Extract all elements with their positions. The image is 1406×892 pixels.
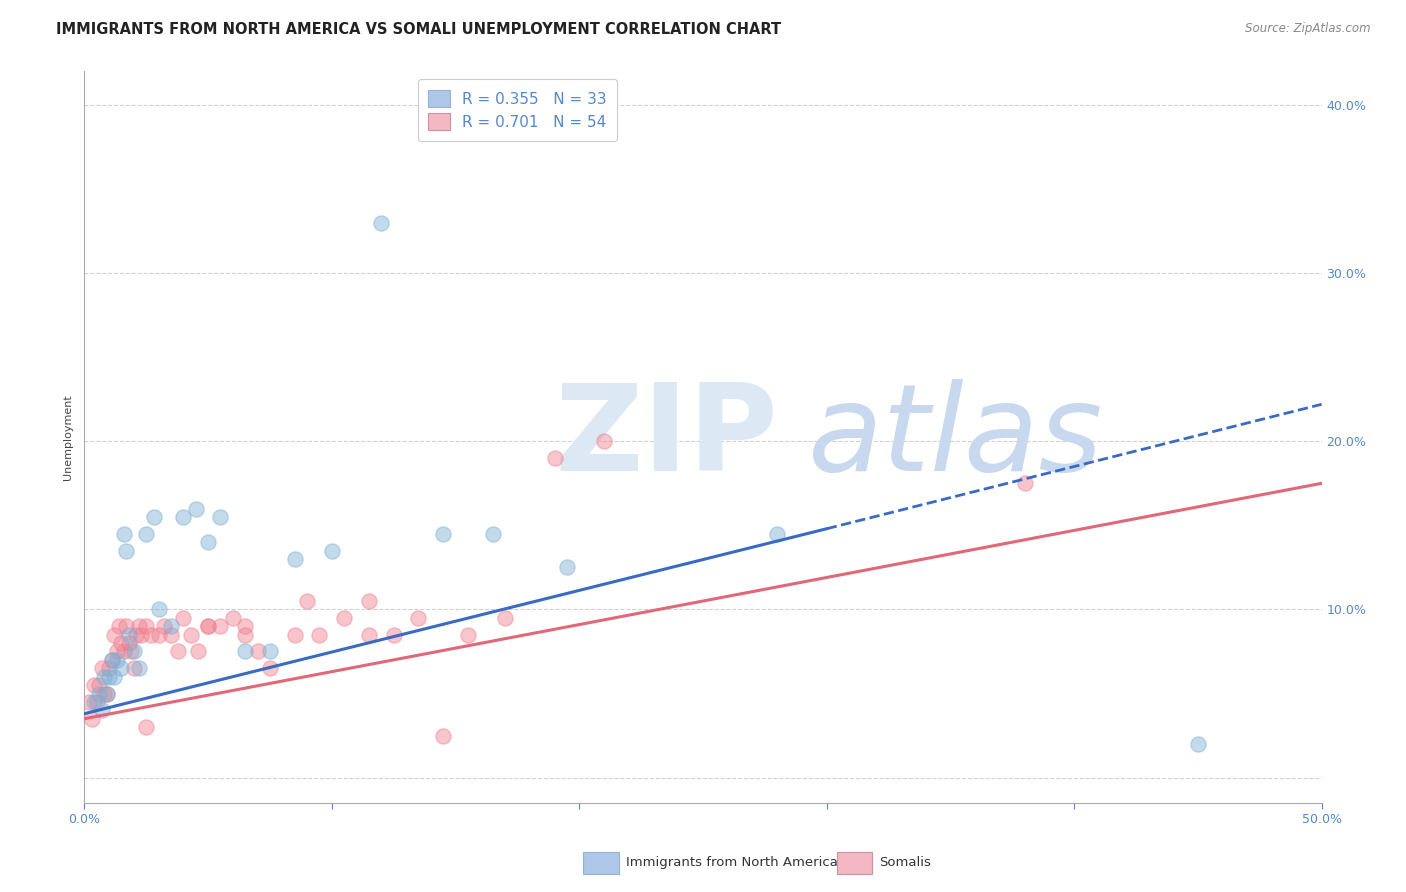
Point (295, 594, 318, 608)
Point (284, 552, 307, 566)
Text: Immigrants from North America: Immigrants from North America (626, 856, 838, 869)
Point (103, 670, 125, 684)
Point (110, 661, 132, 675)
Point (93, 670, 115, 684)
Point (103, 627, 125, 641)
Point (233, 644, 256, 658)
Point (457, 627, 479, 641)
Point (89, 686, 111, 700)
Point (209, 510, 232, 524)
Point (135, 619, 157, 633)
Point (432, 526, 454, 541)
Point (122, 644, 145, 658)
Point (1187, 737, 1209, 751)
Point (100, 653, 122, 667)
Text: atlas: atlas (808, 378, 1104, 496)
Point (90, 703, 112, 717)
Point (357, 627, 380, 641)
Point (209, 619, 232, 633)
Point (128, 661, 150, 675)
Point (308, 627, 330, 641)
Point (494, 611, 516, 625)
Point (110, 636, 132, 650)
Point (172, 510, 194, 524)
Point (197, 535, 219, 549)
Point (83, 678, 105, 692)
Point (543, 451, 565, 466)
Point (125, 627, 148, 641)
Point (115, 543, 138, 558)
Point (118, 627, 141, 641)
Point (172, 611, 194, 625)
Point (180, 627, 202, 641)
Point (246, 644, 269, 658)
Point (167, 644, 190, 658)
Point (197, 619, 219, 633)
Point (96, 686, 118, 700)
Point (120, 644, 142, 658)
Point (1014, 476, 1036, 491)
Point (481, 526, 503, 541)
Point (98, 670, 121, 684)
Point (100, 653, 122, 667)
Point (135, 720, 157, 734)
Point (79, 695, 101, 709)
Point (112, 526, 135, 541)
Point (382, 627, 405, 641)
Point (93, 686, 115, 700)
Point (148, 602, 170, 616)
Point (233, 619, 256, 633)
Point (112, 644, 135, 658)
Text: ZIP: ZIP (554, 378, 779, 496)
Point (160, 619, 183, 633)
Point (105, 644, 128, 658)
Point (152, 619, 174, 633)
Point (98, 661, 121, 675)
Legend: R = 0.355   N = 33, R = 0.701   N = 54: R = 0.355 N = 33, R = 0.701 N = 54 (418, 79, 617, 141)
Point (233, 627, 256, 641)
Point (83, 695, 105, 709)
Point (105, 653, 128, 667)
Point (128, 619, 150, 633)
Point (259, 644, 281, 658)
Y-axis label: Unemployment: Unemployment (63, 394, 73, 480)
Text: Source: ZipAtlas.com: Source: ZipAtlas.com (1246, 22, 1371, 36)
Point (593, 434, 616, 449)
Point (141, 627, 163, 641)
Point (370, 216, 392, 230)
Point (96, 686, 118, 700)
FancyBboxPatch shape (583, 852, 619, 874)
Point (333, 611, 356, 625)
Point (135, 526, 157, 541)
Point (184, 501, 207, 516)
Point (197, 619, 219, 633)
Point (160, 627, 183, 641)
Point (118, 636, 141, 650)
Point (357, 594, 380, 608)
Point (259, 661, 281, 675)
Point (766, 526, 789, 541)
FancyBboxPatch shape (837, 852, 872, 874)
Point (86, 695, 108, 709)
Point (122, 661, 145, 675)
Point (108, 619, 131, 633)
Point (89, 678, 111, 692)
Point (90, 661, 112, 675)
Point (408, 611, 430, 625)
Point (148, 627, 170, 641)
Point (284, 627, 307, 641)
Point (80, 712, 103, 726)
Point (129, 627, 152, 641)
Text: Somalis: Somalis (879, 856, 931, 869)
Point (555, 560, 578, 574)
Point (187, 644, 209, 658)
Point (142, 510, 165, 524)
Point (432, 729, 454, 743)
Point (321, 543, 343, 558)
Point (222, 611, 245, 625)
Text: IMMIGRANTS FROM NORTH AMERICA VS SOMALI UNEMPLOYMENT CORRELATION CHART: IMMIGRANTS FROM NORTH AMERICA VS SOMALI … (56, 22, 782, 37)
Point (115, 619, 138, 633)
